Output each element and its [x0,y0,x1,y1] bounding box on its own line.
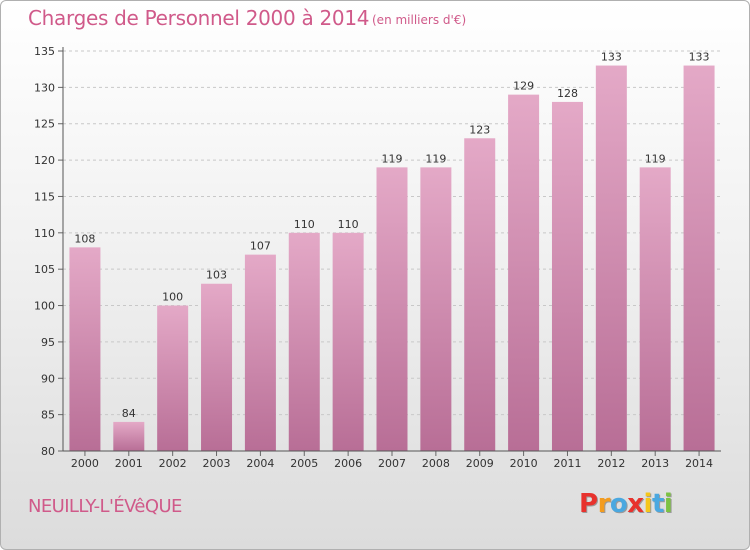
bar-2002[interactable] [157,305,189,451]
bar-2005[interactable] [288,232,320,451]
y-tick-label: 115 [34,190,55,203]
bar-2013[interactable] [639,167,671,451]
logo-letter: x [627,489,644,519]
data-label: 84 [122,407,136,420]
x-tick-label: 2009 [466,457,494,470]
x-tick-label: 2014 [685,457,713,470]
data-label: 129 [513,80,534,93]
bar-2006[interactable] [332,232,364,451]
logo-letter: t [651,489,664,519]
data-label: 128 [557,87,578,100]
data-label: 133 [601,51,622,64]
logo-letter: i [663,489,673,519]
data-label: 103 [206,269,227,282]
x-tick-label: 2000 [71,457,99,470]
y-tick-label: 95 [41,336,55,349]
y-tick-label: 90 [41,372,55,385]
x-tick-label: 2006 [334,457,362,470]
bar-2003[interactable] [201,283,233,451]
bar-2012[interactable] [595,65,627,451]
data-label: 119 [382,152,403,165]
x-tick-label: 2003 [203,457,231,470]
data-label: 110 [294,218,315,231]
x-tick-label: 2007 [378,457,406,470]
x-tick-label: 2008 [422,457,450,470]
bar-2007[interactable] [376,167,408,451]
y-tick-label: 100 [34,300,55,313]
y-tick-label: 85 [41,409,55,422]
y-tick-label: 110 [34,227,55,240]
chart-title: Charges de Personnel 2000 à 2014 [28,6,370,30]
data-label: 119 [645,152,666,165]
logo-letter: i [643,489,653,519]
logo-letter: r [597,489,611,519]
x-tick-label: 2012 [597,457,625,470]
bar-2001[interactable] [113,421,145,451]
data-label: 119 [425,152,446,165]
data-label: 100 [162,291,183,304]
bar-2014[interactable] [683,65,715,451]
data-label: 110 [338,218,359,231]
data-label: 123 [469,123,490,136]
logo-letter: o [609,489,628,519]
y-tick-label: 125 [34,118,55,131]
logo-letter: P [579,489,598,519]
y-tick-label: 105 [34,263,55,276]
x-tick-label: 2010 [510,457,538,470]
x-tick-label: 2005 [290,457,318,470]
bar-2011[interactable] [551,101,583,451]
bar-2008[interactable] [420,167,452,451]
x-tick-label: 2001 [115,457,143,470]
y-tick-label: 130 [34,81,55,94]
x-tick-label: 2013 [641,457,669,470]
proxiti-logo[interactable]: Proxiti [579,489,673,519]
commune-name: NEUILLY-L'ÉVêQUE [28,496,182,517]
chart-subtitle: (en milliers d'€) [372,13,467,27]
data-label: 108 [74,232,95,245]
y-tick-label: 135 [34,45,55,58]
data-label: 107 [250,240,271,253]
data-label: 133 [689,51,710,64]
x-tick-label: 2004 [246,457,274,470]
bar-2009[interactable] [464,138,496,452]
y-tick-label: 120 [34,154,55,167]
y-tick-label: 80 [41,445,55,458]
x-tick-label: 2002 [159,457,187,470]
x-tick-label: 2011 [553,457,581,470]
bar-2000[interactable] [69,247,101,451]
bar-2004[interactable] [244,254,276,451]
bars: 108 84 100 103 107 110 110 119 119 123 129 128 133 11… [69,51,715,452]
axes: 80 85 90 95 100 105 110 115 120 125 130 135 2000 2001… [34,45,721,470]
bar-2010[interactable] [508,94,540,452]
